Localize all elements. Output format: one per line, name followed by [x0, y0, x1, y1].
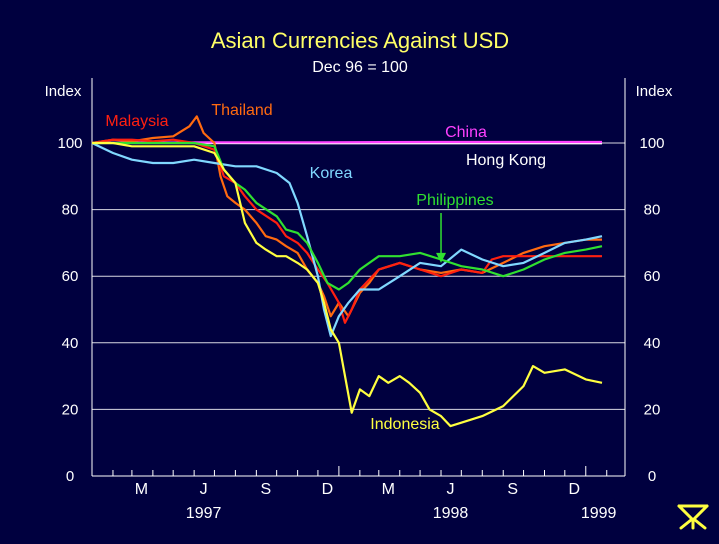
series-label-indonesia: Indonesia: [370, 416, 439, 433]
y-tick-label-right-60: 60: [644, 268, 661, 285]
x-month-label-2: S: [260, 481, 271, 498]
x-month-label-3: D: [322, 481, 334, 498]
series-label-korea: Korea: [310, 165, 353, 182]
series-label-philippines: Philippines: [416, 192, 493, 209]
x-month-label-4: M: [382, 481, 395, 498]
grid-lines: [92, 143, 625, 409]
y-tick-label-right-20: 20: [644, 401, 661, 418]
series-labels: Malaysia Thailand China Hong Kong Korea Phili…: [105, 102, 546, 433]
reserve-bank-logo-icon: [679, 506, 707, 528]
x-month-label-6: S: [507, 481, 518, 498]
x-month-label-1: J: [200, 481, 208, 498]
x-month-label-7: D: [568, 481, 580, 498]
x-month-label-5: J: [446, 481, 454, 498]
series-label-thailand: Thailand: [211, 102, 272, 119]
y-tick-label-right-80: 80: [644, 202, 661, 219]
x-year-label-1998: 1998: [433, 505, 469, 522]
x-year-label-1997: 1997: [186, 505, 222, 522]
y-tick-label-right-100: 100: [639, 135, 664, 152]
chart-title: Asian Currencies Against USD: [211, 28, 509, 53]
y-tick-label-left-40: 40: [62, 335, 79, 352]
y-tick-label-right-0: 0: [648, 468, 656, 485]
y-tick-label-right-40: 40: [644, 335, 661, 352]
x-month-label-0: M: [135, 481, 148, 498]
series-label-malaysia: Malaysia: [105, 113, 168, 130]
y-tick-label-left-0: 0: [66, 468, 74, 485]
chart-subtitle: Dec 96 = 100: [312, 59, 408, 76]
y-tick-label-left-100: 100: [57, 135, 82, 152]
series-label-hong-kong: Hong Kong: [466, 152, 546, 169]
y-axis-label-right: Index: [636, 83, 673, 100]
y-tick-label-left-60: 60: [62, 268, 79, 285]
y-tick-label-left-80: 80: [62, 202, 79, 219]
axes: 0 0 20 20 40 40 60 60 80 80 100 100 M J S D M J S D 1997 1998…: [57, 78, 664, 522]
y-tick-label-left-20: 20: [62, 401, 79, 418]
series-label-china: China: [445, 124, 487, 141]
x-year-label-1999: 1999: [581, 505, 617, 522]
y-axis-label-left: Index: [45, 83, 82, 100]
